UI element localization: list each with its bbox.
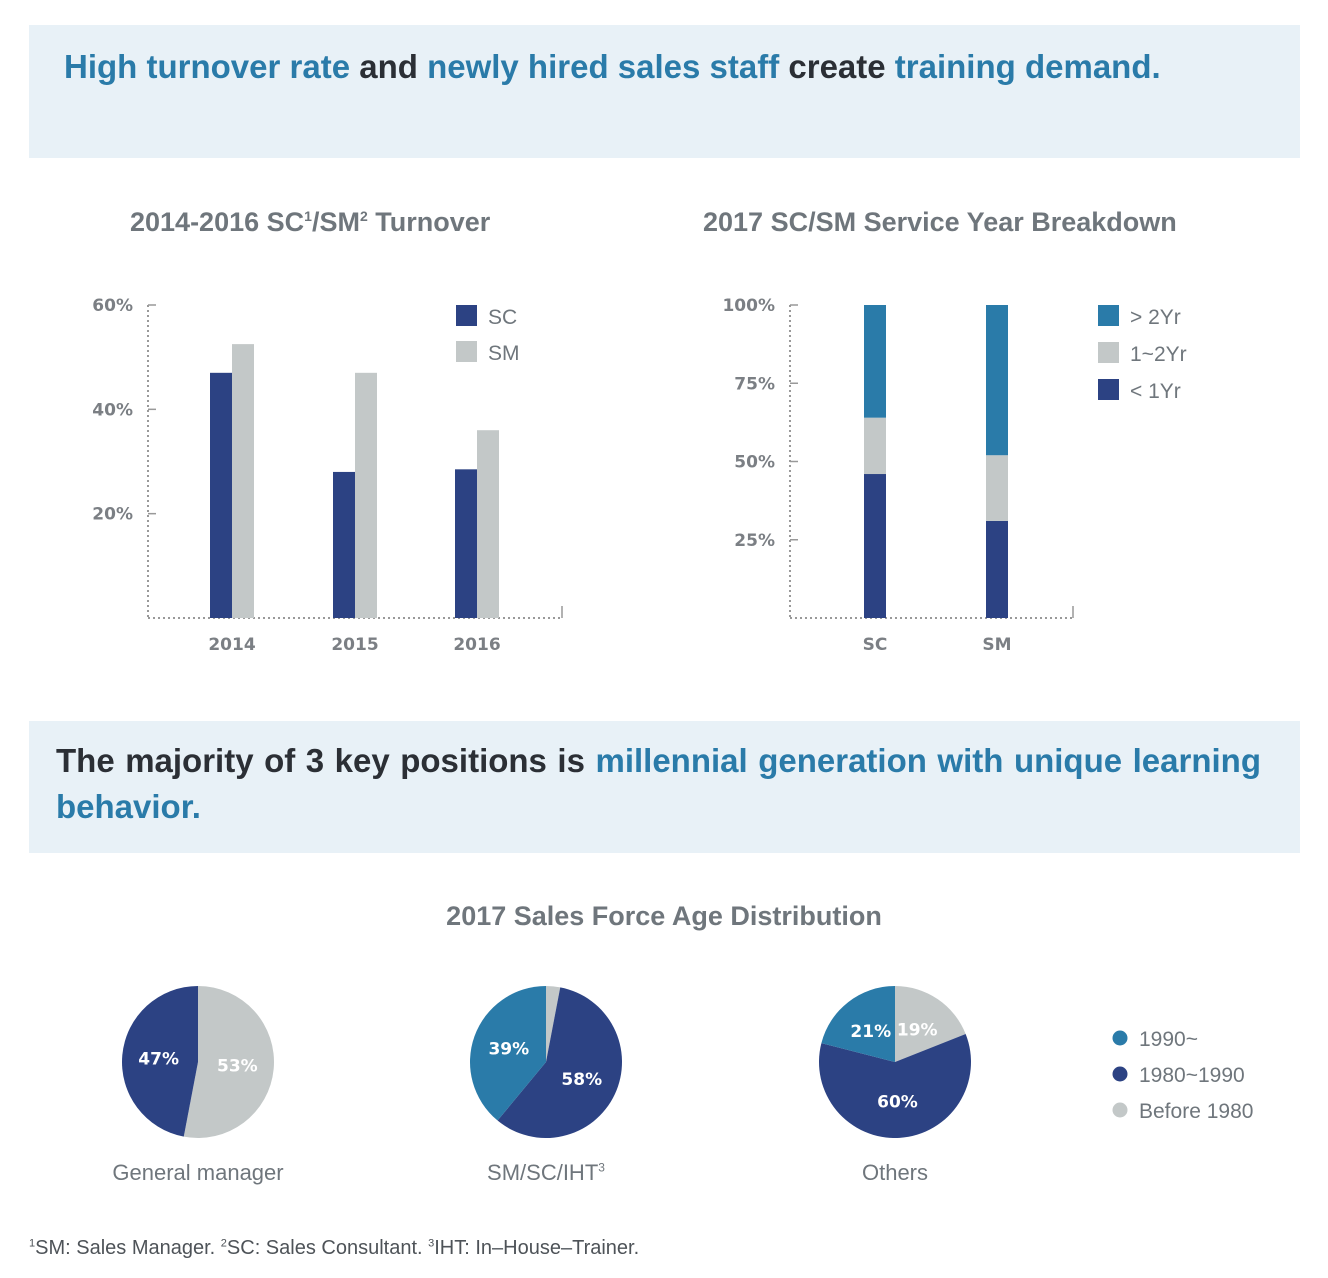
pie-caption-general-manager: General manager xyxy=(112,1160,284,1185)
stack-SM-segment xyxy=(986,520,1008,618)
banner-turnover: High turnover rate and newly hired sales… xyxy=(29,25,1300,158)
stack-SM-segment xyxy=(986,305,1008,456)
bar-sm-2015 xyxy=(355,372,377,618)
legend-swatch-sc xyxy=(456,305,477,326)
stack-SC-segment xyxy=(864,417,886,475)
pie-caption-sm-sc-iht: SM/SC/IHT3 xyxy=(487,1160,605,1185)
pie-slice xyxy=(470,986,546,1121)
banner2-part: The majority of 3 key positions is xyxy=(56,742,596,779)
pie-slice xyxy=(546,986,561,1062)
y-tick-label: 20% xyxy=(92,505,133,525)
pie-caption-others: Others xyxy=(861,1160,929,1185)
x-tick-label: 2014 xyxy=(208,635,255,655)
pie-slice-label: 53% xyxy=(217,1057,258,1077)
pie-slice xyxy=(122,986,198,1137)
bar-sm-2014 xyxy=(232,344,254,618)
pie-slice-label: 19% xyxy=(897,1020,938,1040)
banner1-part: create xyxy=(779,48,895,85)
banner1-part: newly hired sales staff xyxy=(427,48,780,85)
pie-slice-label: 60% xyxy=(877,1092,918,1112)
x-tick-label: 2016 xyxy=(453,635,500,655)
banner-millennial: The majority of 3 key positions is mille… xyxy=(29,721,1300,853)
legend-dot xyxy=(1112,1102,1128,1118)
pie-slice xyxy=(895,986,966,1062)
turnover-chart-title: 2014-2016 SC1/SM2 Turnover xyxy=(130,207,491,237)
x-tick-label: SM xyxy=(982,635,1011,655)
legend-label: 1980~1990 xyxy=(1139,1064,1245,1087)
pie-slice-label: 47% xyxy=(138,1049,179,1069)
age-chart-title: 2017 Sales Force Age Distribution xyxy=(446,901,882,931)
bar-sc-2014 xyxy=(210,372,232,618)
footnote: 1SM: Sales Manager. 2SC: Sales Consultan… xyxy=(29,1237,640,1259)
bar-sm-2016 xyxy=(477,430,499,618)
legend-swatch xyxy=(1098,342,1119,363)
y-tick-label: 100% xyxy=(722,296,775,316)
banner-turnover-heading: High turnover rate and newly hired sales… xyxy=(64,44,1194,90)
pie-slice xyxy=(818,1034,971,1138)
pie-slice xyxy=(821,986,895,1062)
y-tick-label: 50% xyxy=(734,453,775,473)
banner1-part: High turnover rate xyxy=(64,48,351,85)
banner-millennial-heading: The majority of 3 key positions is mille… xyxy=(56,738,1261,830)
x-tick-label: 2015 xyxy=(331,635,378,655)
pie-slice xyxy=(497,987,623,1138)
legend-swatch xyxy=(1098,305,1119,326)
service-stacked-bar-chart: 25% 50% 75% 100% SC SM > 2Yr 1~2Yr < 1Yr xyxy=(722,296,1187,655)
y-tick-label: 40% xyxy=(92,400,133,420)
legend-dot xyxy=(1112,1030,1128,1046)
bar-sc-2015 xyxy=(333,471,355,618)
legend-label: < 1Yr xyxy=(1130,380,1181,403)
y-tick-label: 75% xyxy=(734,374,775,394)
legend-label: Before 1980 xyxy=(1139,1100,1253,1123)
legend-label: 1~2Yr xyxy=(1130,343,1187,366)
stack-SC-segment xyxy=(864,305,886,418)
stack-SC-segment xyxy=(864,474,886,618)
pie-slice-label: 58% xyxy=(561,1070,602,1090)
pie-slice-label: 21% xyxy=(850,1022,891,1042)
banner1-part: and xyxy=(350,48,428,85)
pie-slice-label: 39% xyxy=(488,1040,529,1060)
legend-dot xyxy=(1112,1066,1128,1082)
age-pie-charts: 53% 47% 58% 39% 19% 60% 21% 1990~ 1980~1990 Befor… xyxy=(122,986,1253,1138)
legend-label-sc: SC xyxy=(488,306,517,329)
turnover-bar-chart: 20% 40% 60% 2014 2015 2016 SC SM xyxy=(92,296,563,655)
banner2-part: millennial generation with unique learni… xyxy=(56,742,1261,825)
legend-swatch xyxy=(1098,379,1119,400)
legend-label: > 2Yr xyxy=(1130,306,1181,329)
legend-label: 1990~ xyxy=(1139,1028,1198,1051)
y-tick-label: 25% xyxy=(734,531,775,551)
stack-SM-segment xyxy=(986,455,1008,521)
bar-sc-2016 xyxy=(455,469,477,618)
x-tick-label: SC xyxy=(863,635,888,655)
pie-slice xyxy=(183,986,275,1138)
legend-swatch-sm xyxy=(456,341,477,362)
legend-label-sm: SM xyxy=(488,342,520,365)
y-tick-label: 60% xyxy=(92,296,133,316)
banner1-part: training demand. xyxy=(894,48,1161,85)
service-chart-title: 2017 SC/SM Service Year Breakdown xyxy=(703,207,1177,237)
